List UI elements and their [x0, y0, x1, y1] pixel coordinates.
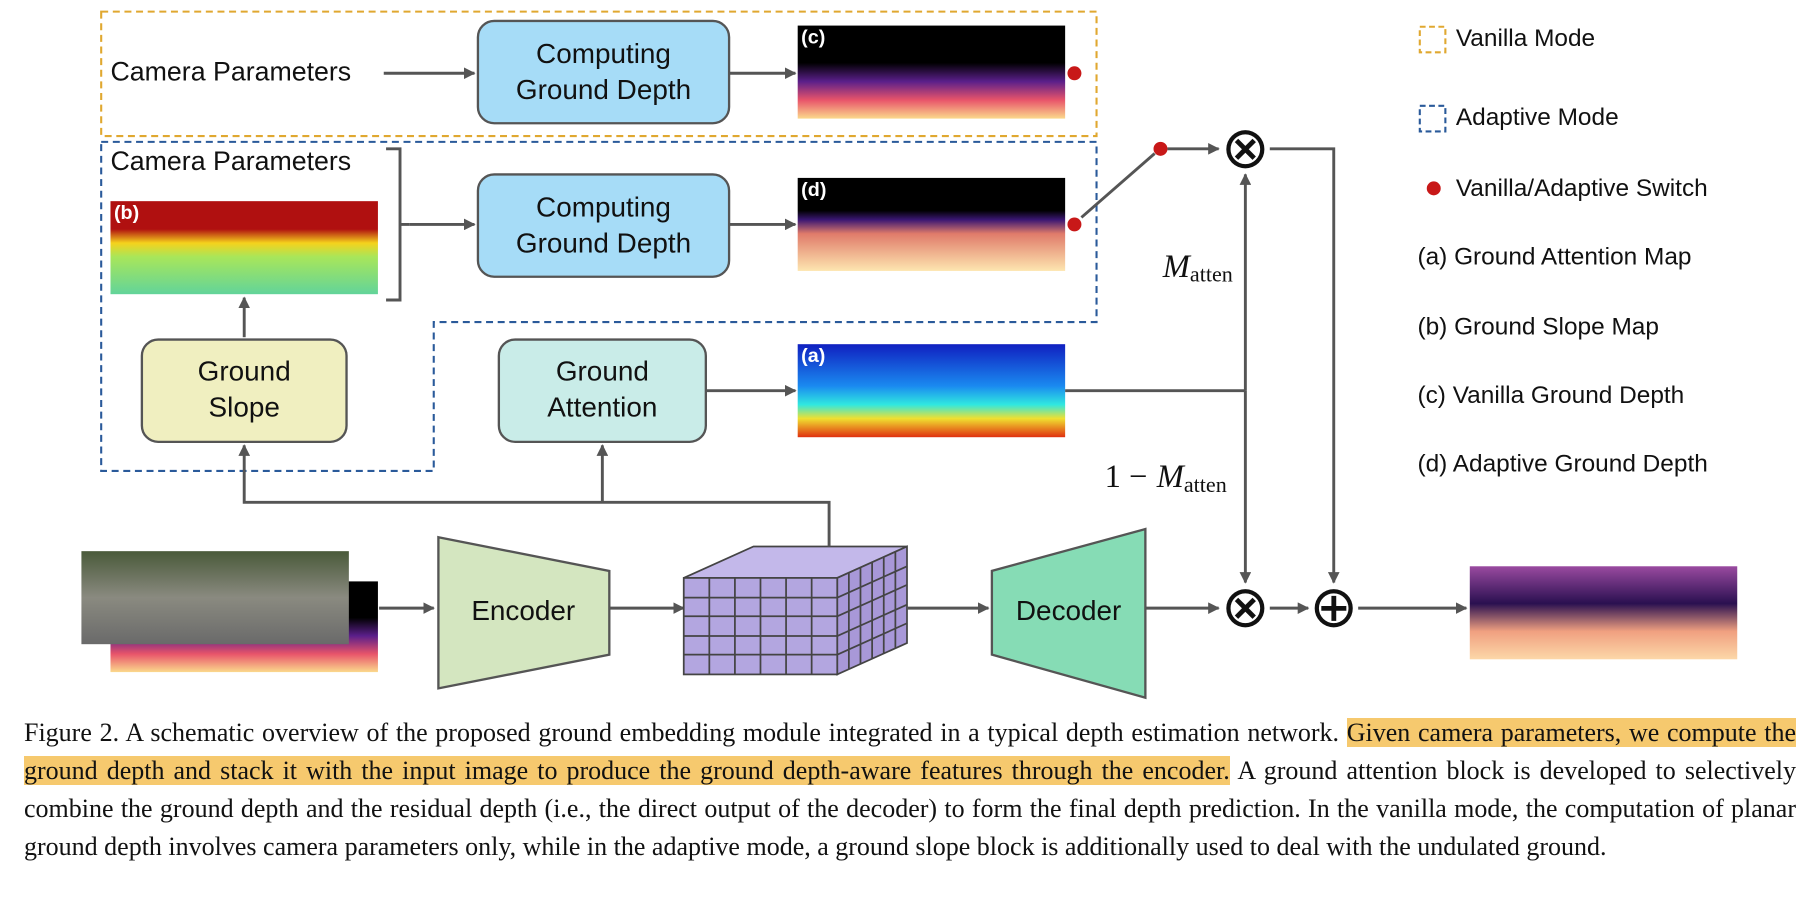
node-label: Ground	[198, 356, 291, 387]
legend-swatch	[1418, 104, 1447, 133]
legend-label: Vanilla Mode	[1456, 25, 1595, 52]
node-label: Slope	[209, 392, 280, 423]
legend-label: Adaptive Mode	[1456, 104, 1619, 131]
decoder	[990, 527, 1147, 700]
operator: ⊕	[1309, 573, 1358, 641]
caption-text: A ground attention block is developed to…	[24, 756, 1796, 861]
edge-label: 1 − Matten	[1105, 460, 1227, 498]
switch-dot	[1067, 217, 1082, 232]
adaptive-mode-box	[100, 140, 1098, 472]
output-image	[1469, 566, 1738, 660]
edge-label: Matten	[1162, 249, 1233, 287]
input-image	[81, 551, 349, 645]
image-tag: (c)	[801, 27, 825, 49]
node-label: Ground Depth	[516, 74, 691, 105]
node-label: Decoder	[1016, 595, 1121, 626]
legend-swatch	[1418, 25, 1447, 54]
subscript: atten	[1190, 262, 1233, 287]
caption-text: Figure 2. A schematic overview of the pr…	[24, 718, 1340, 747]
node-box	[476, 173, 731, 278]
slope-image	[110, 201, 378, 295]
image-tag: (b)	[114, 202, 139, 224]
node-label: Encoder	[471, 595, 575, 626]
legend-label: (c) Vanilla Ground Depth	[1417, 382, 1684, 409]
image-tag: (d)	[801, 179, 826, 201]
feature-volume	[682, 545, 908, 676]
node-label: Attention	[547, 392, 657, 423]
node-label: Computing	[536, 38, 671, 69]
attention-image	[797, 344, 1066, 438]
prefix: 1 −	[1105, 460, 1148, 496]
node-label: Computing	[536, 192, 671, 223]
node-label: Ground	[556, 356, 649, 387]
switch-dot	[1067, 66, 1082, 81]
encoder	[437, 535, 611, 690]
node-box	[140, 338, 348, 444]
operator: ⊗	[1221, 573, 1270, 641]
operator: ⊗	[1221, 113, 1270, 181]
depth-image	[797, 177, 1066, 271]
legend-label: (b) Ground Slope Map	[1417, 313, 1658, 340]
legend-label: Vanilla/Adaptive Switch	[1456, 175, 1708, 202]
legend-swatch	[1426, 181, 1441, 196]
image-tag: (a)	[801, 345, 825, 367]
depth-image	[797, 25, 1066, 119]
legend-label: (a) Ground Attention Map	[1417, 244, 1691, 271]
node-label: Ground Depth	[516, 228, 691, 259]
node-box	[476, 19, 731, 125]
switch-dot	[1153, 141, 1168, 156]
switch-line	[1080, 152, 1156, 219]
symbol: M	[1162, 249, 1192, 285]
diagram: Camera Parameters Computing Ground Depth…	[81, 10, 1738, 700]
input-label: Camera Parameters	[110, 56, 351, 86]
arrow	[1269, 147, 1340, 584]
caption: Figure 2. A schematic overview of the pr…	[24, 714, 1797, 866]
subscript: atten	[1184, 472, 1227, 497]
arrow	[238, 444, 831, 547]
legend-label: (d) Adaptive Ground Depth	[1417, 451, 1707, 478]
vanilla-mode-box	[100, 10, 1098, 138]
input-label: Camera Parameters	[110, 146, 351, 176]
bracket	[386, 147, 410, 302]
symbol: M	[1156, 460, 1186, 496]
